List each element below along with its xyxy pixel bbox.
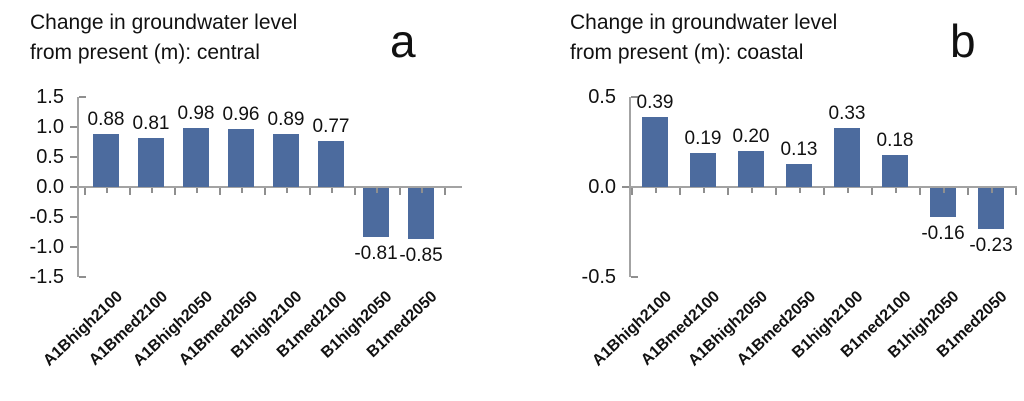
x-center-tick — [991, 188, 993, 193]
bar-B1high2100 — [273, 134, 299, 187]
x-center-tick — [331, 188, 333, 193]
x-boundary-tick — [443, 188, 446, 195]
bar-value-label: 0.81 — [132, 113, 170, 134]
y-tick — [70, 246, 77, 248]
x-axis-line — [630, 186, 1017, 188]
y-tick-label: 1.5 — [36, 86, 64, 108]
bar-B1high2050 — [363, 188, 389, 237]
bar-A1Bmed2100 — [690, 153, 716, 187]
x-boundary-tick — [398, 188, 401, 195]
bar-A1Bhigh2050 — [183, 128, 209, 187]
bar-value-label: 0.89 — [267, 109, 305, 130]
x-center-tick — [376, 188, 378, 193]
x-boundary-tick — [967, 188, 969, 195]
bar-B1med2100 — [318, 141, 344, 187]
chart-title-line1: Change in groundwater level — [570, 11, 838, 34]
x-center-tick — [241, 188, 243, 193]
x-axis-line — [78, 186, 462, 188]
chart-title-coastal: Change in groundwater level from present… — [570, 8, 837, 68]
y-tick — [631, 96, 638, 98]
x-boundary-tick — [263, 188, 266, 195]
bar-value-label: -0.16 — [921, 223, 965, 244]
y-tick — [622, 186, 629, 188]
x-center-tick — [847, 188, 849, 193]
chart-title-line2: from present (m): central — [30, 41, 260, 64]
x-center-tick — [751, 188, 753, 193]
chart-title-line1: Change in groundwater level — [30, 11, 298, 34]
y-tick — [70, 126, 77, 128]
x-center-tick — [655, 188, 657, 193]
x-center-tick — [943, 188, 945, 193]
x-center-tick — [703, 188, 705, 193]
bar-A1Bmed2050 — [786, 164, 812, 187]
y-tick — [79, 96, 86, 98]
bar-B1high2100 — [834, 128, 860, 187]
bar-value-label: 0.33 — [828, 103, 866, 124]
bar-B1med2050 — [978, 188, 1004, 229]
panel-letter-b: b — [950, 15, 976, 67]
x-boundary-tick — [871, 188, 873, 195]
y-tick-label: 0.5 — [588, 86, 616, 108]
x-boundary-tick — [919, 188, 921, 195]
bar-value-label: 0.19 — [684, 128, 722, 149]
chart-title-line2: from present (m): coastal — [570, 41, 804, 64]
x-boundary-tick — [173, 188, 176, 195]
x-category-label: A1Bmed2100 — [85, 288, 171, 369]
bar-B1med2050 — [408, 188, 434, 239]
y-tick-label: -1.0 — [29, 236, 64, 258]
bar-value-label: -0.23 — [969, 235, 1013, 256]
x-boundary-tick — [727, 188, 729, 195]
y-tick-label: 0.0 — [36, 176, 64, 198]
bar-A1Bhigh2050 — [738, 151, 764, 187]
bar-A1Bmed2100 — [138, 138, 164, 187]
y-tick-label: 0.5 — [36, 146, 64, 168]
x-center-tick — [196, 188, 198, 193]
y-tick-label: -1.5 — [29, 266, 64, 288]
x-boundary-tick — [128, 188, 131, 195]
y-tick — [79, 276, 86, 278]
bar-value-label: -0.85 — [399, 245, 443, 266]
y-tick — [70, 186, 77, 188]
bar-A1Bhigh2100 — [93, 134, 119, 187]
bar-value-label: 0.39 — [636, 92, 674, 113]
bar-A1Bhigh2100 — [642, 117, 668, 187]
x-center-tick — [895, 188, 897, 193]
x-boundary-tick — [823, 188, 825, 195]
x-boundary-tick — [83, 188, 86, 195]
y-tick — [631, 276, 638, 278]
chart-title-central: Change in groundwater level from present… — [30, 8, 297, 68]
bar-value-label: -0.81 — [354, 243, 398, 264]
y-tick-label: 0.0 — [588, 176, 616, 198]
bar-A1Bmed2050 — [228, 129, 254, 187]
panel-letter-a: a — [390, 15, 416, 67]
y-tick — [70, 216, 77, 218]
x-center-tick — [286, 188, 288, 193]
bar-value-label: 0.77 — [312, 116, 350, 137]
x-center-tick — [106, 188, 108, 193]
bar-B1med2100 — [882, 155, 908, 187]
chart-panel-coastal: Change in groundwater level from present… — [512, 0, 1024, 401]
x-center-tick — [421, 188, 423, 193]
x-boundary-tick — [631, 188, 633, 195]
bar-value-label: 0.18 — [876, 130, 914, 151]
x-center-tick — [151, 188, 153, 193]
bar-value-label: 0.88 — [87, 109, 125, 130]
x-boundary-tick — [775, 188, 777, 195]
x-boundary-tick — [353, 188, 356, 195]
y-tick — [70, 156, 77, 158]
y-tick-label: -0.5 — [29, 206, 64, 228]
x-boundary-tick — [679, 188, 681, 195]
bar-value-label: 0.13 — [780, 139, 818, 160]
y-tick-label: -0.5 — [581, 266, 616, 288]
chart-panel-central: Change in groundwater level from present… — [29, 8, 462, 370]
x-center-tick — [799, 188, 801, 193]
bar-value-label: 0.20 — [732, 126, 770, 147]
x-boundary-tick — [1015, 188, 1017, 195]
bar-value-label: 0.96 — [222, 104, 260, 125]
y-tick-label: 1.0 — [36, 116, 64, 138]
x-boundary-tick — [218, 188, 221, 195]
x-boundary-tick — [308, 188, 311, 195]
bar-value-label: 0.98 — [177, 103, 215, 124]
